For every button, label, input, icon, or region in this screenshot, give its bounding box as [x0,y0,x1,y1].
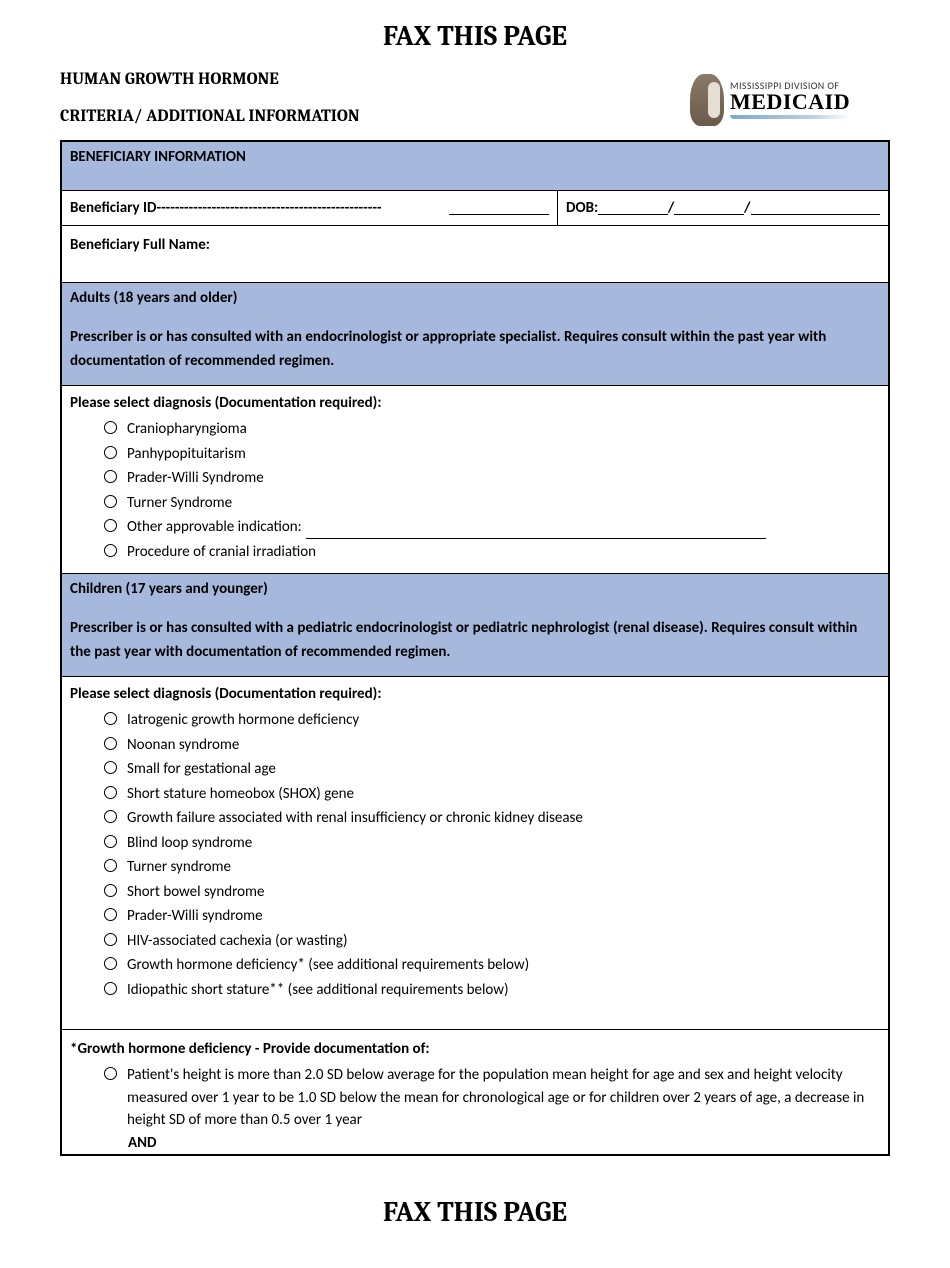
logo-main-text: MEDICAID [730,91,850,113]
radio-icon[interactable] [104,859,117,872]
radio-icon[interactable] [104,495,117,508]
child-diag-option[interactable]: Growth failure associated with renal ins… [104,807,880,830]
option-label: Noonan syndrome [127,734,239,757]
option-label: Prader-Willi Syndrome [127,467,264,490]
page-title-top: FAX THIS PAGE [60,20,890,52]
logo-text: MISSISSIPPI DIVISION OF MEDICAID [730,81,850,119]
adult-diag-prompt: Please select diagnosis (Documentation r… [70,394,880,412]
beneficiary-id-cell: Beneficiary ID -------------------------… [62,191,558,225]
other-indication-input[interactable] [306,538,766,539]
radio-icon[interactable] [104,519,117,532]
child-diag-option[interactable]: HIV-associated cachexia (or wasting) [104,930,880,953]
ghd-title: *Growth hormone deficiency - Provide doc… [70,1040,880,1058]
option-label: Growth failure associated with renal ins… [127,807,583,830]
form-table: BENEFICIARY INFORMATION Beneficiary ID -… [60,140,890,1156]
child-diag-option[interactable]: Idiopathic short stature** (see addition… [104,979,880,1002]
child-diag-option[interactable]: Short bowel syndrome [104,881,880,904]
ghd-item-text: Patient's height is more than 2.0 SD bel… [127,1064,880,1132]
option-label: Panhypopituitarism [127,443,246,466]
beneficiary-id-label: Beneficiary ID [70,199,156,217]
dob-month-input[interactable] [598,201,668,215]
adult-diag-option[interactable]: Other approvable indication: [104,516,880,539]
full-name-label: Beneficiary Full Name: [70,236,210,254]
radio-icon[interactable] [104,982,117,995]
adult-diag-option[interactable]: Prader-Willi Syndrome [104,467,880,490]
option-label: Short stature homeobox (SHOX) gene [127,783,354,806]
radio-icon[interactable] [104,737,117,750]
adult-diagnosis-list: Craniopharyngioma Panhypopituitarism Pra… [70,418,880,563]
radio-icon[interactable] [104,421,117,434]
radio-icon[interactable] [104,835,117,848]
adult-diag-option[interactable]: Turner Syndrome [104,492,880,515]
child-diag-option[interactable]: Noonan syndrome [104,734,880,757]
child-diag-option[interactable]: Prader-Willi syndrome [104,905,880,928]
header-row: HUMAN GROWTH HORMONE CRITERIA/ ADDITIONA… [60,70,890,140]
option-label: Craniopharyngioma [127,418,247,441]
dob-year-input[interactable] [751,201,880,215]
radio-icon[interactable] [104,446,117,459]
beneficiary-id-input[interactable] [449,201,549,215]
ghd-and: AND [70,1134,880,1152]
children-block: Children (17 years and younger) Prescrib… [62,574,888,677]
child-diagnosis-list: Iatrogenic growth hormone deficiency Noo… [70,709,880,1001]
logo-swoosh-icon [730,115,850,119]
adult-diag-option[interactable]: Panhypopituitarism [104,443,880,466]
child-diag-option[interactable]: Iatrogenic growth hormone deficiency [104,709,880,732]
adults-title: Adults (18 years and older) [70,289,880,307]
ghd-item[interactable]: Patient's height is more than 2.0 SD bel… [70,1064,880,1132]
radio-icon[interactable] [104,884,117,897]
child-diagnosis-block: Please select diagnosis (Documentation r… [62,677,888,1030]
adult-diagnosis-block: Please select diagnosis (Documentation r… [62,386,888,574]
radio-icon[interactable] [104,957,117,970]
beneficiary-info-header: BENEFICIARY INFORMATION [62,142,888,191]
radio-icon[interactable] [104,786,117,799]
radio-icon[interactable] [104,933,117,946]
adults-body: Prescriber is or has consulted with an e… [70,325,880,373]
option-label: Procedure of cranial irradiation [127,541,316,564]
radio-icon[interactable] [104,712,117,725]
option-label: HIV-associated cachexia (or wasting) [127,930,348,953]
radio-icon[interactable] [104,761,117,774]
heading-hgh: HUMAN GROWTH HORMONE [60,70,690,89]
option-label: Prader-Willi syndrome [127,905,263,928]
logo-mark-icon [690,74,724,126]
radio-icon[interactable] [104,544,117,557]
medicaid-logo: MISSISSIPPI DIVISION OF MEDICAID [690,70,890,130]
child-diag-option[interactable]: Growth hormone deficiency* (see addition… [104,954,880,977]
heading-criteria: CRITERIA/ ADDITIONAL INFORMATION [60,107,690,126]
child-diag-option[interactable]: Small for gestational age [104,758,880,781]
beneficiary-id-dashes: ----------------------------------------… [156,199,445,217]
dob-cell: DOB: / / [558,191,888,225]
ghd-block: *Growth hormone deficiency - Provide doc… [62,1030,888,1154]
child-diag-prompt: Please select diagnosis (Documentation r… [70,685,880,703]
radio-icon[interactable] [104,470,117,483]
child-diag-option[interactable]: Blind loop syndrome [104,832,880,855]
children-title: Children (17 years and younger) [70,580,880,598]
adult-diag-option[interactable]: Craniopharyngioma [104,418,880,441]
option-label: Blind loop syndrome [127,832,252,855]
option-label: Growth hormone deficiency* (see addition… [127,954,529,977]
option-label: Turner Syndrome [127,492,232,515]
option-label: Iatrogenic growth hormone deficiency [127,709,359,732]
option-label: Turner syndrome [127,856,231,879]
radio-icon[interactable] [104,810,117,823]
child-diag-option[interactable]: Turner syndrome [104,856,880,879]
full-name-row: Beneficiary Full Name: [62,226,888,283]
option-label: Idiopathic short stature** (see addition… [127,979,509,1002]
dob-label: DOB: [566,199,598,217]
row-id-dob: Beneficiary ID -------------------------… [62,191,888,226]
dob-day-input[interactable] [674,201,744,215]
option-label: Short bowel syndrome [127,881,264,904]
children-body: Prescriber is or has consulted with a pe… [70,616,880,664]
adults-block: Adults (18 years and older) Prescriber i… [62,283,888,386]
header-left: HUMAN GROWTH HORMONE CRITERIA/ ADDITIONA… [60,70,690,140]
option-label: Other approvable indication: [127,518,302,536]
page-title-bottom: FAX THIS PAGE [60,1196,890,1228]
child-diag-option[interactable]: Short stature homeobox (SHOX) gene [104,783,880,806]
radio-icon[interactable] [104,1067,117,1080]
option-label: Small for gestational age [127,758,276,781]
radio-icon[interactable] [104,908,117,921]
adult-diag-option[interactable]: Procedure of cranial irradiation [104,541,880,564]
